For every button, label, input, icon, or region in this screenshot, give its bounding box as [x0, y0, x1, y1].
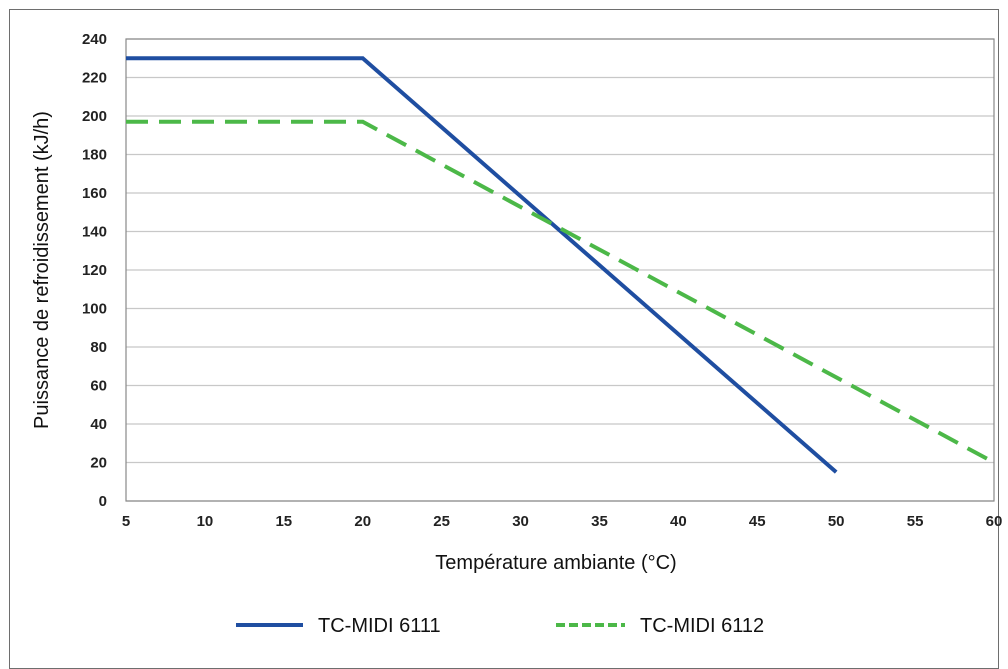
y-tick-label: 20 — [90, 455, 107, 472]
y-tick-label: 0 — [99, 493, 107, 510]
x-tick-labels: 5 10 15 20 25 30 35 40 45 50 55 60 — [122, 513, 1003, 530]
x-tick-label: 60 — [986, 513, 1003, 530]
legend-label-tc-midi-6112: TC-MIDI 6112 — [640, 615, 764, 637]
y-tick-label: 120 — [82, 262, 107, 279]
x-tick-label: 40 — [670, 513, 687, 530]
y-tick-label: 60 — [90, 378, 107, 395]
y-axis-title: Puissance de refroidissement (kJ/h) — [31, 111, 53, 429]
y-tick-label: 80 — [90, 339, 107, 356]
y-tick-label: 140 — [82, 224, 107, 241]
y-tick-labels: 0 20 40 60 80 100 120 140 160 180 200 220 240 — [82, 31, 107, 510]
x-tick-label: 30 — [512, 513, 529, 530]
chart-frame — [9, 9, 999, 669]
y-tick-label: 240 — [82, 31, 107, 48]
x-tick-label: 20 — [354, 513, 371, 530]
x-tick-label: 25 — [433, 513, 450, 530]
gridlines — [126, 38, 994, 502]
x-tick-label: 10 — [197, 513, 214, 530]
y-tick-label: 160 — [82, 185, 107, 202]
x-tick-label: 35 — [591, 513, 608, 530]
series-line-tc-midi-6112 — [126, 119, 995, 465]
line-chart: 0 20 40 60 80 100 120 140 160 180 200 220 240 5 10 15 2… — [31, 31, 1003, 637]
y-tick-label: 220 — [82, 70, 107, 87]
x-tick-label: 45 — [749, 513, 766, 530]
y-tick-label: 180 — [82, 147, 107, 164]
y-tick-label: 40 — [90, 416, 107, 433]
x-tick-label: 55 — [907, 513, 924, 530]
legend-label-tc-midi-6111: TC-MIDI 6111 — [318, 615, 441, 637]
x-tick-label: 50 — [828, 513, 845, 530]
series-line-tc-midi-6111 — [126, 56, 838, 474]
x-tick-label: 5 — [122, 513, 130, 530]
x-tick-label: 15 — [275, 513, 292, 530]
x-axis-title: Température ambiante (°C) — [435, 552, 676, 574]
y-tick-label: 200 — [82, 108, 107, 125]
series-lines — [126, 56, 995, 474]
legend: TC-MIDI 6111 TC-MIDI 6112 — [236, 615, 764, 637]
plot-area — [125, 38, 995, 502]
y-tick-label: 100 — [82, 301, 107, 318]
